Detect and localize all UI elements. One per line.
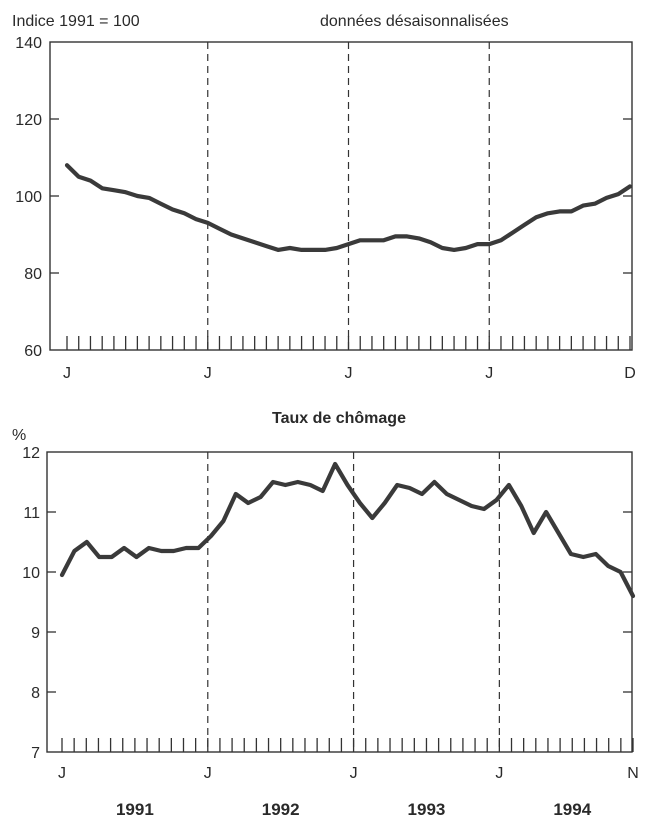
index-grid <box>50 42 632 350</box>
y-tick-label: 140 <box>15 35 42 52</box>
x-tick-label: J <box>63 365 71 382</box>
y-tick-label: 9 <box>31 625 40 642</box>
index-base-label: Indice 1991 = 100 <box>12 13 140 30</box>
year-label: 1993 <box>408 800 446 819</box>
y-tick-label: 7 <box>31 745 40 762</box>
y-tick-label: 60 <box>24 343 42 360</box>
year-labels: 1991 1992 1993 1994 <box>116 800 592 819</box>
x-tick-label: J <box>350 765 358 782</box>
year-label: 1992 <box>262 800 300 819</box>
seasonal-adjustment-note: données désaisonnalisées <box>320 13 509 30</box>
x-tick-label: J <box>485 365 493 382</box>
unemployment-series-line <box>59 461 636 599</box>
y-tick-label: 10 <box>22 565 40 582</box>
y-tick-label: 100 <box>15 189 42 206</box>
x-tick-label: J <box>345 365 353 382</box>
year-label: 1994 <box>553 800 591 819</box>
x-tick-label: D <box>624 365 636 382</box>
index-y-tick-labels: 60 80 100 120 140 <box>15 35 42 360</box>
unemployment-y-tick-labels: 7 8 9 10 11 12 <box>22 445 40 762</box>
index-series-line <box>64 163 633 252</box>
y-tick-label: 12 <box>22 445 40 462</box>
x-tick-label: N <box>627 765 639 782</box>
index-panel: Indice 1991 = 100 données désaisonnalisé… <box>12 13 636 382</box>
y-tick-label: 80 <box>24 266 42 283</box>
x-tick-label: J <box>204 365 212 382</box>
x-tick-label: J <box>58 765 66 782</box>
unemployment-unit-label: % <box>12 427 26 444</box>
y-tick-label: 11 <box>23 505 40 522</box>
unemployment-plot-frame <box>46 451 633 753</box>
y-tick-label: 8 <box>31 685 40 702</box>
x-tick-label: J <box>204 765 212 782</box>
unemployment-grid <box>47 452 634 752</box>
x-tick-label: J <box>495 765 503 782</box>
year-label: 1991 <box>116 800 154 819</box>
unemployment-title: Taux de chômage <box>272 410 406 427</box>
y-tick-label: 120 <box>15 112 42 129</box>
